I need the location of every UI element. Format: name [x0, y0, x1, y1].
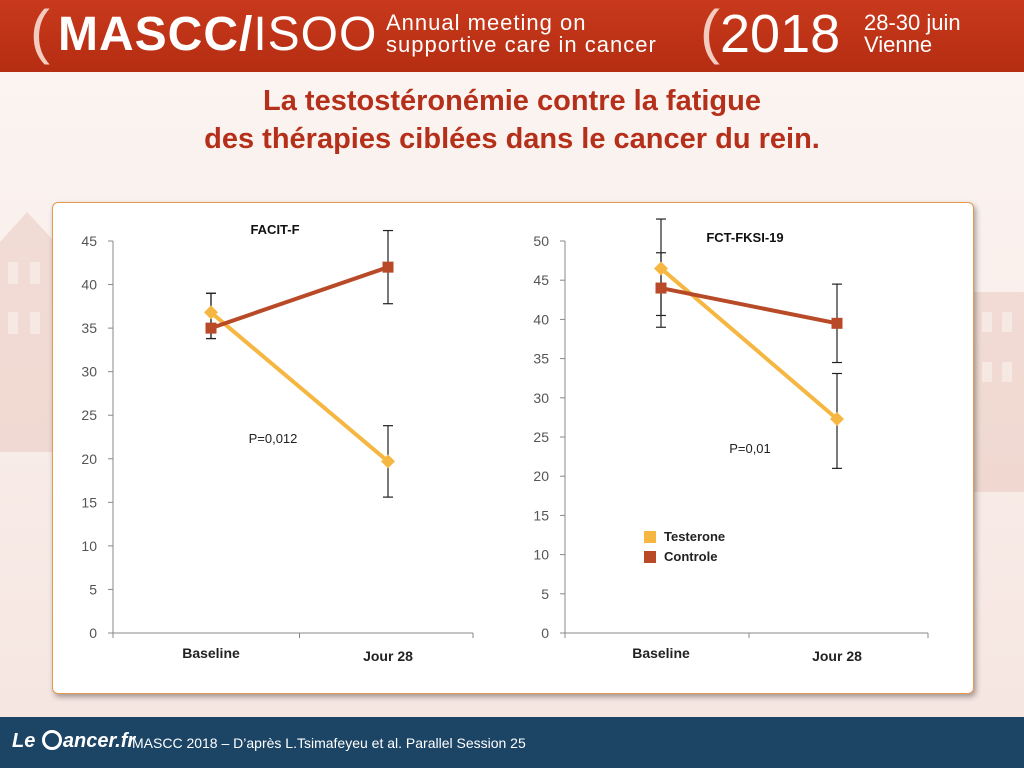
x-category-label: Jour 28	[363, 648, 413, 664]
y-tick-label: 40	[533, 311, 549, 327]
y-tick-label: 10	[533, 547, 549, 563]
y-tick-label: 30	[81, 364, 97, 380]
footer-bar: Le ancer.fr MASCC 2018 – D’après L.Tsima…	[0, 717, 1024, 768]
y-tick-label: 25	[533, 429, 549, 445]
y-tick-label: 25	[81, 407, 97, 423]
open-paren-glyph: (	[30, 0, 50, 65]
y-tick-label: 40	[81, 277, 97, 293]
y-tick-label: 15	[533, 507, 549, 523]
org-name-light: ISOO	[253, 8, 378, 61]
data-point-marker	[654, 261, 668, 276]
meeting-subtitle-line1: Annual meeting on	[386, 10, 587, 35]
y-tick-label: 5	[541, 586, 549, 602]
charts-svg: 0 5 10 15 20 25 30 35 40 45 Baseline Jour 28 FACIT-F…	[81, 218, 929, 664]
data-point-marker	[831, 317, 843, 329]
slide-title-line1: La testostéronémie contre la fatigue	[263, 85, 761, 117]
y-tick-label: 20	[533, 468, 549, 484]
series-line	[659, 266, 839, 421]
lecancer-logo: Le ancer.fr	[12, 730, 135, 753]
y-tick-label: 35	[81, 320, 97, 336]
p-value-annotation: P=0,012	[249, 431, 298, 446]
meeting-dates-line1: 28-30 juin	[864, 10, 961, 35]
legend-swatch	[644, 551, 656, 563]
y-tick-label: 30	[533, 390, 549, 406]
footer-credit: MASCC 2018 – D’après L.Tsimafeyeu et al.…	[132, 735, 526, 751]
chart-title: FCT-FKSI-19	[706, 230, 783, 245]
slide-title: La testostéronémie contre la fatigue des…	[0, 82, 1024, 158]
data-point-marker	[204, 305, 218, 320]
logo-text-left: Le	[12, 730, 41, 752]
chart-title: FACIT-F	[250, 222, 299, 237]
logo-text-right: ancer.fr	[62, 730, 136, 752]
y-tick-label: 45	[533, 272, 549, 288]
y-tick-label: 35	[533, 351, 549, 367]
data-point-marker	[830, 411, 844, 426]
y-tick-label: 0	[89, 625, 97, 641]
series-line	[210, 265, 389, 331]
series-line	[660, 286, 838, 326]
legend-label: Testerone	[664, 529, 725, 544]
data-point-marker	[655, 282, 667, 294]
x-category-label: Baseline	[182, 645, 240, 661]
y-tick-label: 45	[81, 233, 97, 249]
y-tick-label: 5	[89, 581, 97, 597]
slide-title-line2: des thérapies ciblées dans le cancer du …	[204, 123, 820, 155]
y-tick-label: 0	[541, 625, 549, 641]
logo-c-icon	[41, 730, 62, 750]
legend-swatch	[644, 531, 656, 543]
meeting-subtitle: Annual meeting on supportive care in can…	[386, 12, 657, 56]
series-line	[209, 310, 390, 463]
y-tick-label: 50	[533, 233, 549, 249]
y-tick-label: 10	[81, 538, 97, 554]
y-tick-label: 20	[81, 451, 97, 467]
meeting-dates: 28-30 juin Vienne	[864, 12, 961, 56]
data-point-marker	[382, 261, 394, 273]
data-point-marker	[381, 454, 395, 469]
meeting-subtitle-line2: supportive care in cancer	[386, 32, 657, 57]
header-banner: ( MASCC/ISOO Annual meeting on supportiv…	[0, 0, 1024, 72]
chart-card: 0 5 10 15 20 25 30 35 40 45 Baseline Jour 28 FACIT-F…	[52, 202, 974, 694]
x-category-label: Baseline	[632, 645, 690, 661]
y-tick-label: 15	[81, 494, 97, 510]
p-value-annotation: P=0,01	[729, 441, 771, 456]
meeting-year: 2018	[720, 4, 841, 64]
data-point-marker	[205, 322, 217, 334]
building-left-decoration	[0, 212, 55, 452]
building-right-decoration	[972, 292, 1024, 492]
open-paren-glyph-2: (	[700, 0, 720, 65]
legend-label: Controle	[664, 549, 717, 564]
org-name-bold: MASCC/	[58, 8, 254, 61]
org-name: MASCC/ISOO	[58, 10, 377, 60]
x-category-label: Jour 28	[812, 648, 862, 664]
meeting-location: Vienne	[864, 32, 933, 57]
